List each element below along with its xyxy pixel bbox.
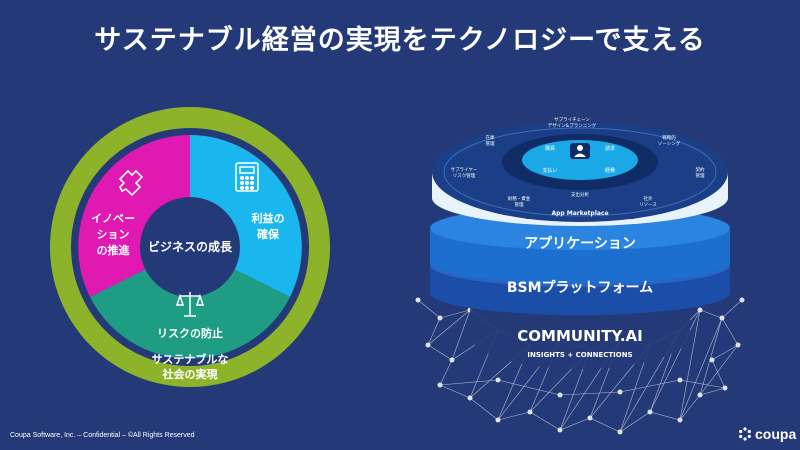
profit-label-2: 確保 — [257, 227, 280, 241]
app-layer-label: アプリケーション — [524, 236, 636, 252]
puzzle-icon — [118, 169, 144, 197]
top-label-resource-1: 社外 — [644, 195, 653, 202]
coupa-logo-text: coupa — [755, 426, 797, 442]
slide-title: サステナブル経営の実現をテクノロジーで支える — [94, 25, 706, 56]
inner-label-expense: 経費 — [605, 167, 615, 174]
top-label-resource-2: リソース — [639, 202, 657, 208]
inner-label-payment: 支払い — [542, 167, 557, 174]
top-label-contract-1: 契約 — [696, 166, 705, 173]
footer-text: Coupa Software, Inc. – Confidential – ©A… — [10, 432, 195, 439]
scale-icon — [175, 292, 205, 317]
community-title: COMMUNITY.AI — [517, 327, 642, 345]
innovation-label-1: イノベー — [91, 212, 135, 225]
top-label-inventory-1: 在庫 — [486, 134, 495, 141]
top-disc-labels: サプライチェーン デザイン&プランニング 戦略的 ソーシング 契約 管理 社外 … — [451, 117, 705, 208]
ring-diagram: ビジネスの成長 イノベー ション の推進 利益の 確保 リスクの防止 サステナブ… — [50, 107, 330, 387]
core-circle — [140, 197, 240, 297]
top-label-sourcing-2: ソーシング — [658, 140, 681, 147]
platform-diagram: サプライチェーン デザイン&プランニング 戦略的 ソーシング 契約 管理 社外 … — [415, 117, 745, 435]
top-label-finance-2: 管理 — [515, 201, 524, 208]
top-disc-ring — [443, 127, 717, 217]
outer-label-2: 社会の実現 — [162, 367, 218, 381]
profit-label-1: 利益の — [252, 211, 285, 225]
inner-label-invoice: 請求 — [605, 145, 615, 152]
center-label: ビジネスの成長 — [148, 239, 233, 254]
community-base — [470, 300, 690, 369]
innovation-label-3: の推進 — [97, 243, 131, 257]
inner-label-purchase: 購買 — [545, 145, 555, 152]
outer-label-1: サステナブルな — [152, 352, 229, 366]
calculator-icon — [235, 162, 259, 192]
top-label-sourcing-1: 戦略的 — [662, 134, 676, 141]
risk-label: リスクの防止 — [157, 326, 223, 340]
coupa-logo-icon — [739, 427, 751, 441]
marketplace-label: App Marketplace — [551, 210, 608, 217]
user-icon — [574, 145, 586, 157]
network-nodes — [415, 297, 745, 435]
inner-labels: 購買 請求 支払い 経費 — [542, 145, 615, 174]
top-label-supplier-1: サプライヤー — [451, 167, 478, 173]
top-label-scm-2: デザイン&プランニング — [548, 122, 597, 129]
top-label-spend: 支出分析 — [571, 191, 589, 198]
top-label-finance-1: 財務・資金 — [508, 195, 531, 202]
top-label-supplier-2: リスク管理 — [453, 172, 476, 179]
innovation-label-2: ション — [97, 228, 130, 241]
coupa-logo: coupa — [738, 426, 796, 442]
top-label-inventory-2: 管理 — [486, 140, 495, 147]
bsm-layer-label: BSMプラットフォーム — [507, 280, 653, 296]
inner-core — [522, 140, 638, 180]
community-subtitle: INSIGHTS + CONNECTIONS — [527, 351, 632, 359]
top-label-contract-2: 管理 — [696, 172, 705, 179]
top-label-scm-1: サプライチェーン — [554, 117, 590, 123]
